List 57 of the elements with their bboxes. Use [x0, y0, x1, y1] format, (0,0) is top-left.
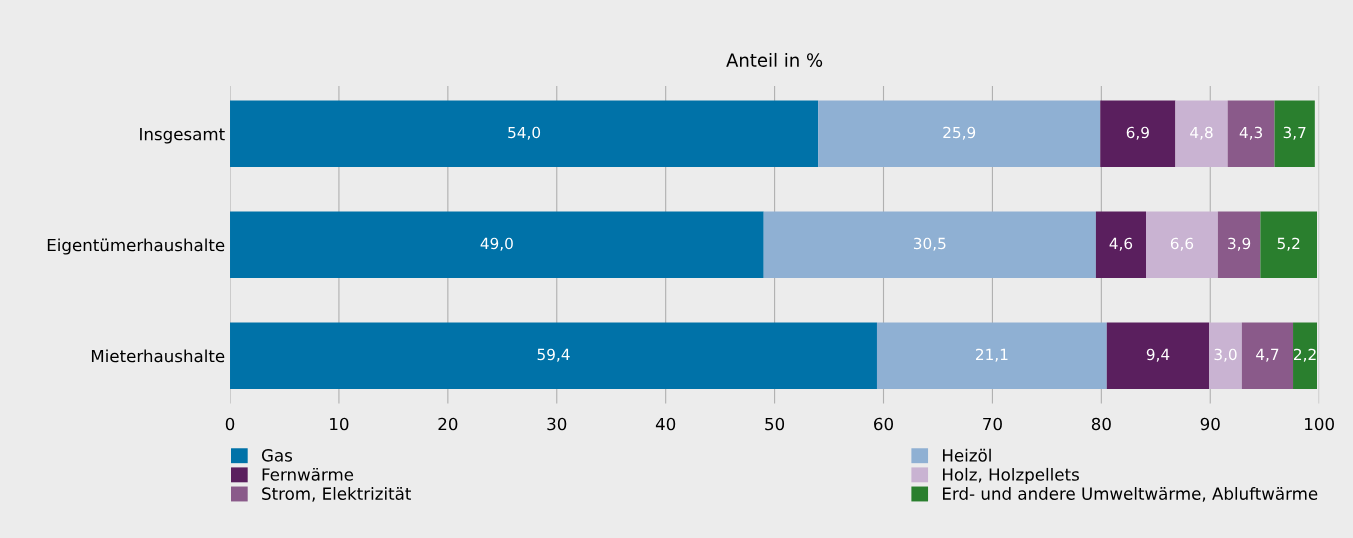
x-tick-label: 10 [330, 417, 349, 431]
bar [1146, 211, 1218, 279]
data-label: 59,4 [537, 348, 570, 362]
legend-label: Holz, Holzpellets [943, 467, 1079, 485]
data-label: 54,0 [508, 126, 541, 140]
data-label: 6,6 [1170, 237, 1194, 251]
y-tick-label: Mieterhaushalte [91, 349, 225, 363]
data-label: 3,0 [1214, 348, 1237, 362]
data-label: 25,9 [943, 126, 976, 140]
legend-label: Heizöl [943, 448, 991, 462]
bar [1175, 100, 1228, 168]
x-axis-title: Anteil in % [726, 52, 823, 67]
data-label: 4,3 [1239, 126, 1263, 140]
x-tick-label: 70 [983, 417, 1002, 431]
y-tick-label: Eigentümerhaushalte [47, 238, 225, 255]
data-label: 5,2 [1277, 237, 1300, 251]
data-label: 49,0 [480, 237, 513, 251]
bar [1241, 322, 1294, 390]
data-label: 6,9 [1126, 126, 1149, 140]
data-label: 3,7 [1283, 126, 1306, 140]
data-label: 9,4 [1146, 348, 1170, 362]
legend-label: Fernwärme [262, 467, 354, 481]
bar [1260, 211, 1317, 279]
data-label: 4,6 [1109, 237, 1133, 251]
legend-label: Strom, Elektrizität [262, 487, 411, 502]
data-label: 21,1 [975, 348, 1008, 362]
bar [1227, 100, 1275, 168]
bar [1106, 322, 1210, 390]
data-label: 4,7 [1256, 348, 1279, 362]
bar [1293, 322, 1317, 390]
x-tick-label: 40 [655, 417, 676, 431]
bar [230, 211, 764, 279]
bar [230, 100, 819, 168]
data-label: 30,5 [913, 237, 946, 251]
bar [1274, 100, 1315, 168]
data-label: 3,9 [1228, 237, 1251, 251]
bar [1100, 100, 1176, 168]
data-label: 4,8 [1190, 126, 1213, 140]
data-label: 2,2 [1293, 348, 1316, 362]
y-tick-label: Insgesamt [140, 127, 225, 144]
x-tick-label: 80 [1091, 417, 1111, 431]
bar [763, 211, 1096, 279]
x-tick-label: 50 [765, 417, 785, 431]
x-tick-label: 0 [225, 417, 235, 431]
x-tick-label: 20 [438, 417, 458, 431]
bar [818, 100, 1101, 168]
x-tick-label: 60 [874, 417, 894, 431]
bar [1209, 322, 1242, 390]
bar [1217, 211, 1261, 279]
legend-label: Gas [261, 449, 293, 462]
bar [230, 322, 877, 390]
legend-label: Erd- und andere Umweltwärme, Abluftwärme [943, 487, 1318, 502]
x-tick-label: 90 [1200, 417, 1220, 431]
x-tick-label: 100 [1305, 417, 1334, 431]
x-tick-label: 30 [547, 417, 567, 431]
bar [876, 322, 1107, 390]
bar [1095, 211, 1146, 279]
